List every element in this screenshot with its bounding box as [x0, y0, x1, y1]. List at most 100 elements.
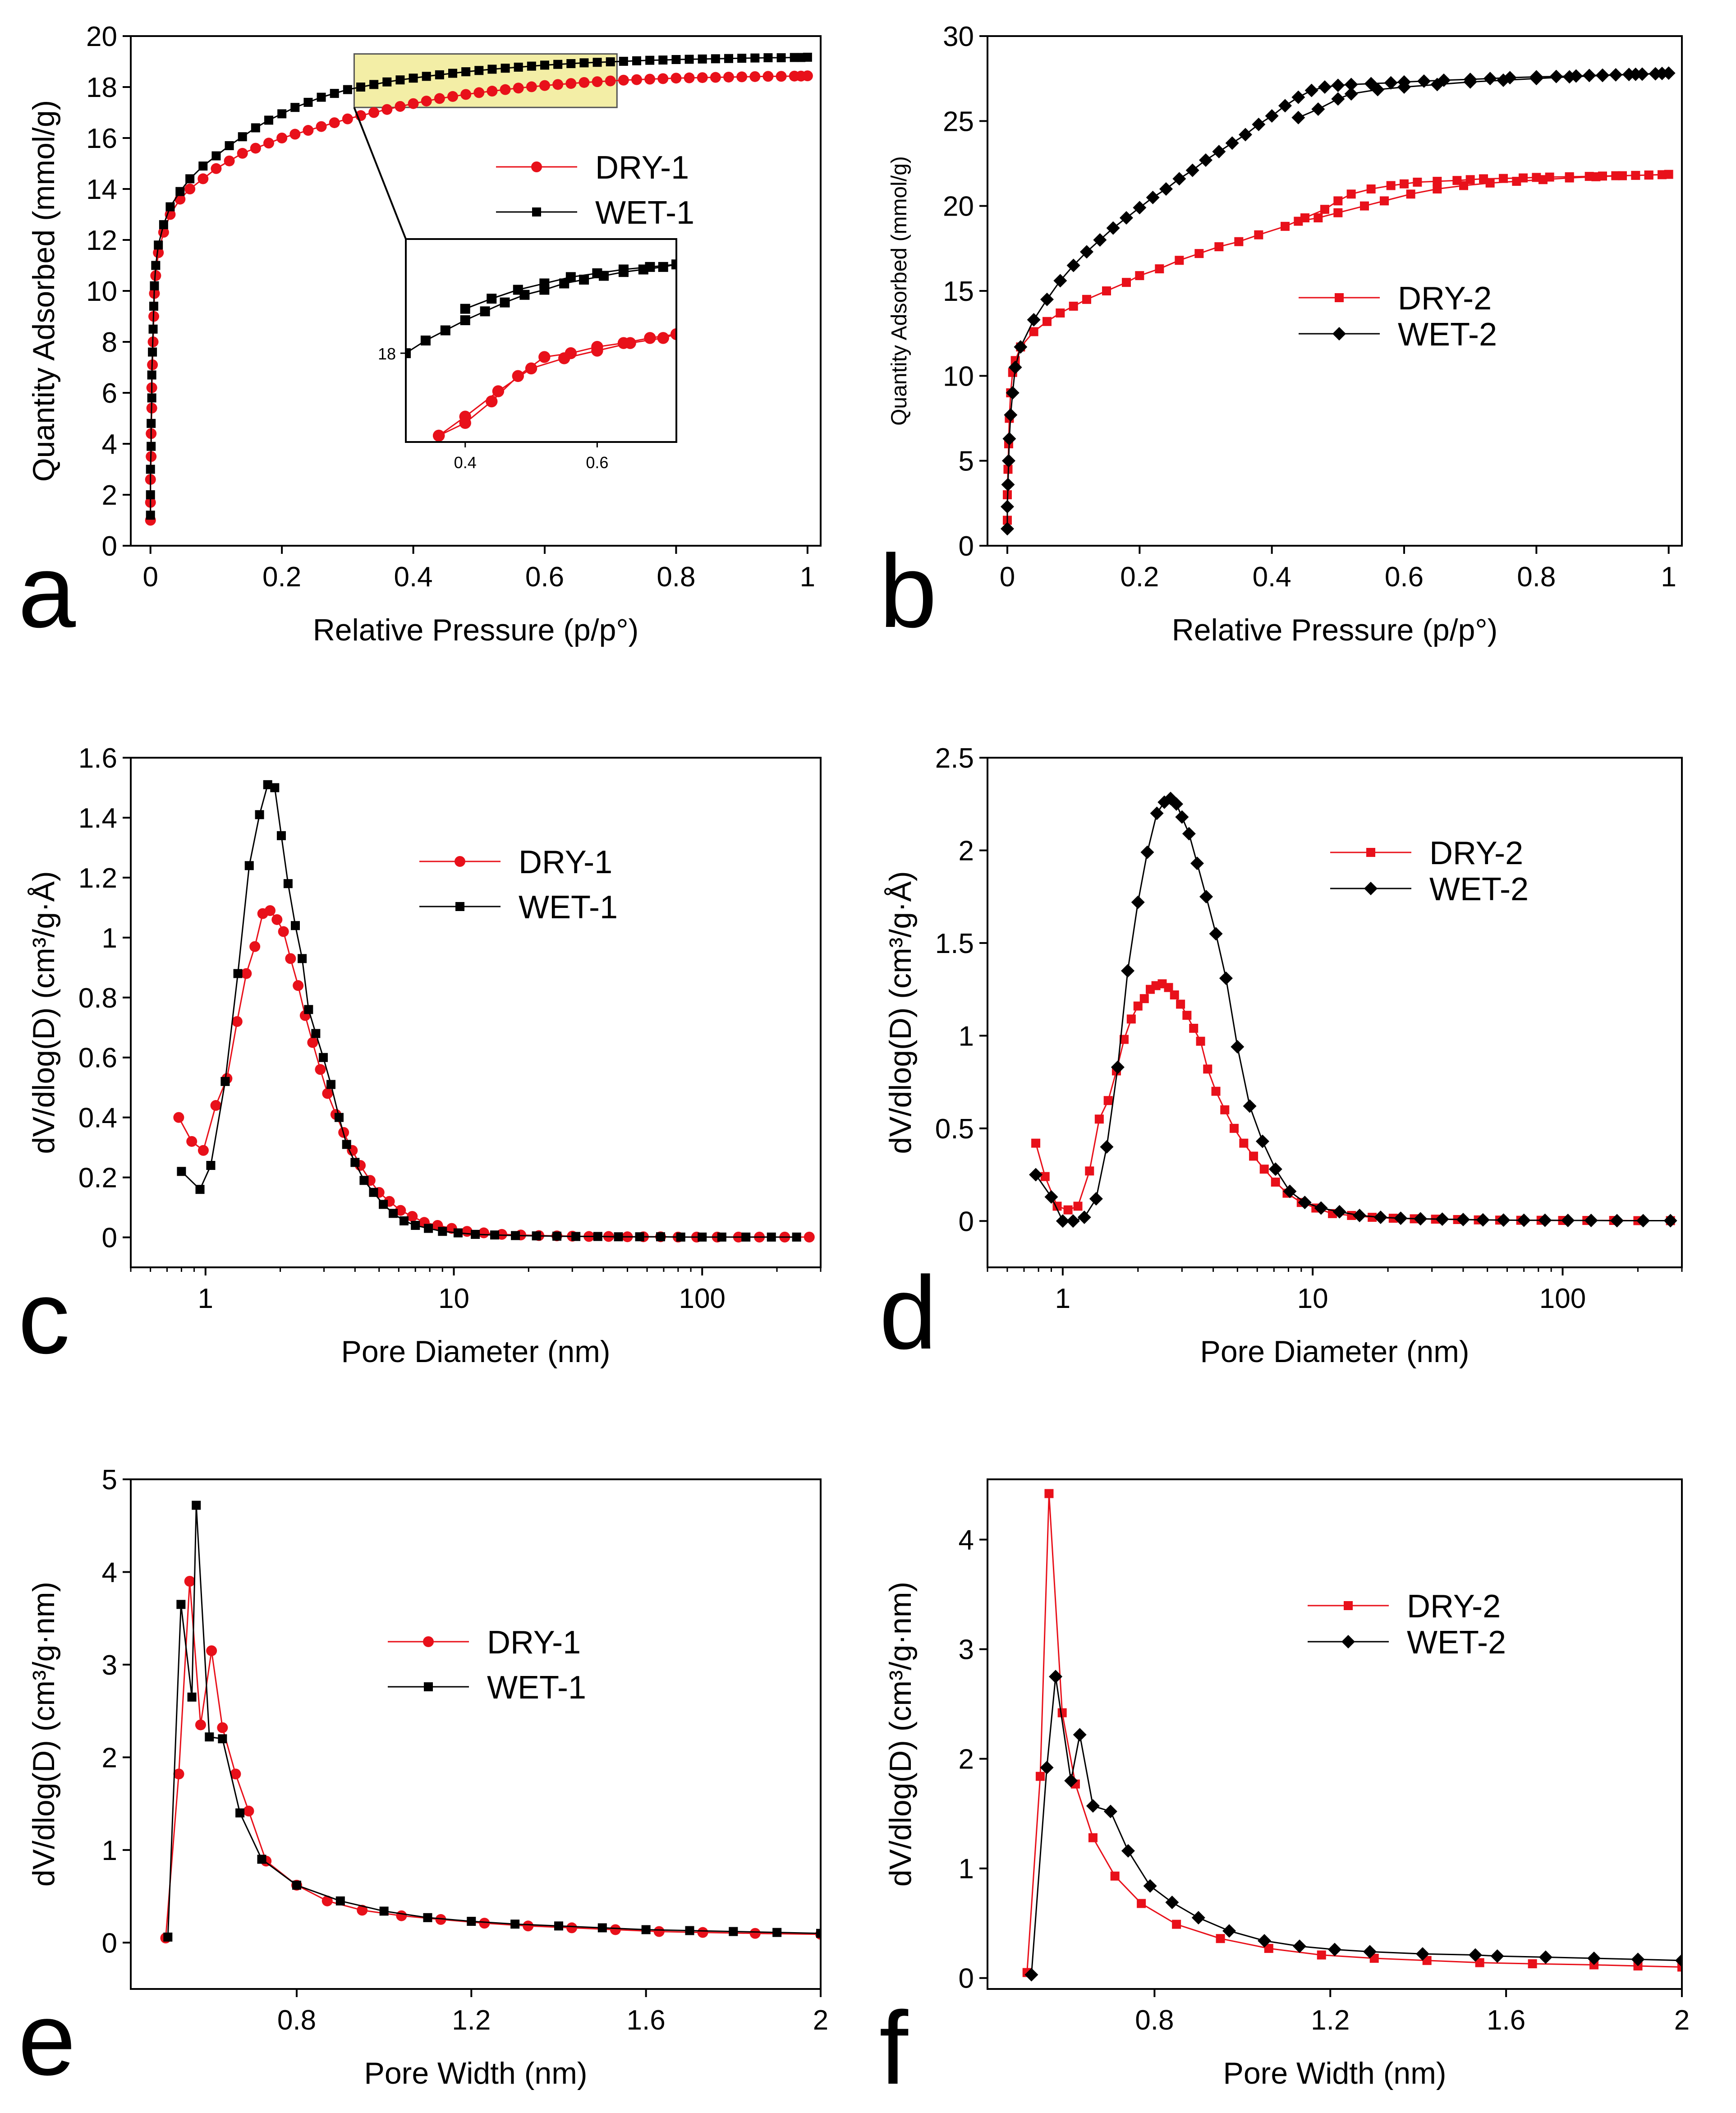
- data-point-wet-2: [1629, 67, 1643, 81]
- data-point-wet-2: [1212, 145, 1226, 159]
- x-tick-label: 0.8: [657, 562, 695, 593]
- data-point-wet-1: [277, 109, 287, 119]
- data-point-dry-2: [1512, 177, 1521, 186]
- data-point-dry-1: [539, 80, 550, 91]
- data-point-wet-1: [460, 315, 470, 325]
- legend-marker-dry-2: [1344, 1601, 1353, 1610]
- plot-frame: [987, 1478, 1683, 1990]
- legend-marker-wet-2: [1364, 882, 1378, 895]
- y-tick-label: 0: [102, 531, 117, 562]
- data-point-wet-1: [379, 1200, 388, 1209]
- data-point-wet-2: [1225, 136, 1239, 150]
- data-point-wet-2: [1089, 1192, 1103, 1206]
- y-tick-label: 0.4: [78, 1103, 117, 1134]
- data-point-dry-1: [762, 71, 774, 82]
- x-tick-label: 10: [1297, 1283, 1328, 1314]
- data-point-dry-1: [173, 1768, 184, 1780]
- y-tick-label: 1.4: [78, 803, 117, 834]
- panel-a: 0 0.2 0.4 0.6 0.8 102468101214161820Relative …: [18, 21, 822, 649]
- data-point-wet-2: [1199, 890, 1213, 904]
- y-tick-label: 4: [102, 429, 117, 460]
- data-point-dry-2: [1406, 189, 1415, 199]
- y-tick-label: 1.5: [935, 928, 974, 959]
- data-point-wet-1: [147, 370, 156, 380]
- data-point-dry-1: [407, 1211, 418, 1222]
- data-point-wet-2: [1170, 797, 1184, 811]
- data-point-wet-1: [552, 1231, 562, 1241]
- data-point-wet-2: [1456, 1212, 1470, 1226]
- data-point-wet-2: [1093, 233, 1107, 247]
- data-point-wet-2: [1278, 99, 1292, 113]
- data-point-dry-2: [1094, 1114, 1104, 1124]
- data-point-dry-1: [289, 129, 301, 140]
- data-point-wet-2: [1255, 1134, 1269, 1148]
- y-tick-label: 1.6: [78, 743, 117, 774]
- data-point-wet-2: [1293, 1939, 1307, 1953]
- data-point-wet-1: [238, 132, 247, 142]
- data-point-wet-1: [440, 325, 450, 336]
- legend-label-dry-1: DRY-1: [595, 150, 689, 186]
- data-point-dry-2: [1135, 271, 1144, 281]
- data-point-dry-2: [1249, 1151, 1258, 1161]
- data-point-wet-2: [1243, 1099, 1257, 1113]
- data-point-wet-2: [1111, 1060, 1125, 1074]
- data-point-dry-2: [1133, 1001, 1143, 1011]
- data-point-wet-2: [1517, 1213, 1531, 1227]
- data-point-dry-1: [538, 351, 551, 363]
- legend-marker-dry-2: [1366, 848, 1375, 857]
- inset-connector: [353, 107, 407, 239]
- data-point-dry-1: [487, 86, 498, 97]
- data-point-wet-1: [658, 55, 668, 65]
- data-point-wet-2: [1143, 1879, 1157, 1893]
- y-axis-label: dV/dlog(D) (cm³/g·nm): [27, 1582, 61, 1887]
- data-point-dry-1: [316, 121, 327, 132]
- data-point-dry-1: [307, 1037, 318, 1048]
- data-point-wet-1: [438, 1227, 447, 1236]
- data-point-dry-2: [1677, 1962, 1682, 1972]
- data-point-dry-1: [804, 1231, 815, 1243]
- data-point-wet-2: [1121, 1844, 1135, 1858]
- data-point-dry-1: [357, 1905, 368, 1916]
- data-point-dry-1: [153, 247, 164, 258]
- data-point-dry-1: [237, 147, 248, 159]
- data-point-wet-2: [1318, 80, 1332, 94]
- data-point-dry-1: [526, 81, 537, 92]
- panel-e: 0.8 1.2 1.6 2 0 1 2 3 4 5 Pore Width (nm) dV/dlog(D…: [18, 1464, 828, 2097]
- data-point-wet-1: [335, 1896, 345, 1906]
- y-tick-label: 10: [86, 276, 117, 307]
- data-point-wet-2: [1268, 1162, 1282, 1176]
- data-point-dry-2: [1189, 1023, 1199, 1033]
- data-point-wet-1: [565, 272, 576, 282]
- data-point-wet-1: [645, 262, 655, 272]
- data-point-wet-1: [619, 56, 628, 66]
- data-point-wet-1: [527, 61, 536, 71]
- y-tick-label: 25: [943, 106, 974, 137]
- data-point-dry-1: [592, 76, 603, 87]
- data-point-dry-1: [671, 73, 682, 84]
- data-point-dry-2: [1528, 1959, 1537, 1969]
- y-tick-label: 5: [959, 446, 974, 477]
- data-point-wet-2: [1662, 66, 1676, 80]
- data-point-dry-2: [1380, 196, 1389, 206]
- x-tick-label: 1.6: [1487, 2005, 1525, 2036]
- y-tick-label: 3: [102, 1650, 117, 1681]
- data-point-dry-1: [605, 75, 616, 87]
- data-point-wet-2: [1120, 211, 1133, 225]
- data-point-dry-1: [631, 74, 642, 85]
- data-point-wet-1: [334, 1113, 344, 1122]
- data-point-wet-1: [772, 1928, 782, 1937]
- y-tick-label: 12: [86, 225, 117, 256]
- data-point-wet-2: [1231, 1040, 1245, 1054]
- data-point-wet-2: [1314, 1201, 1328, 1215]
- y-tick-label: 18: [86, 72, 117, 103]
- y-tick-label: 1: [102, 1835, 117, 1866]
- data-point-wet-1: [490, 1230, 500, 1240]
- data-point-wet-2: [1610, 1214, 1624, 1228]
- inset-x-tick-label: 0.6: [586, 453, 608, 472]
- data-point-wet-2: [1561, 1214, 1575, 1228]
- data-point-wet-1: [635, 1232, 644, 1242]
- data-point-dry-1: [610, 1924, 621, 1935]
- data-point-wet-1: [235, 1808, 245, 1818]
- data-point-wet-1: [474, 66, 484, 75]
